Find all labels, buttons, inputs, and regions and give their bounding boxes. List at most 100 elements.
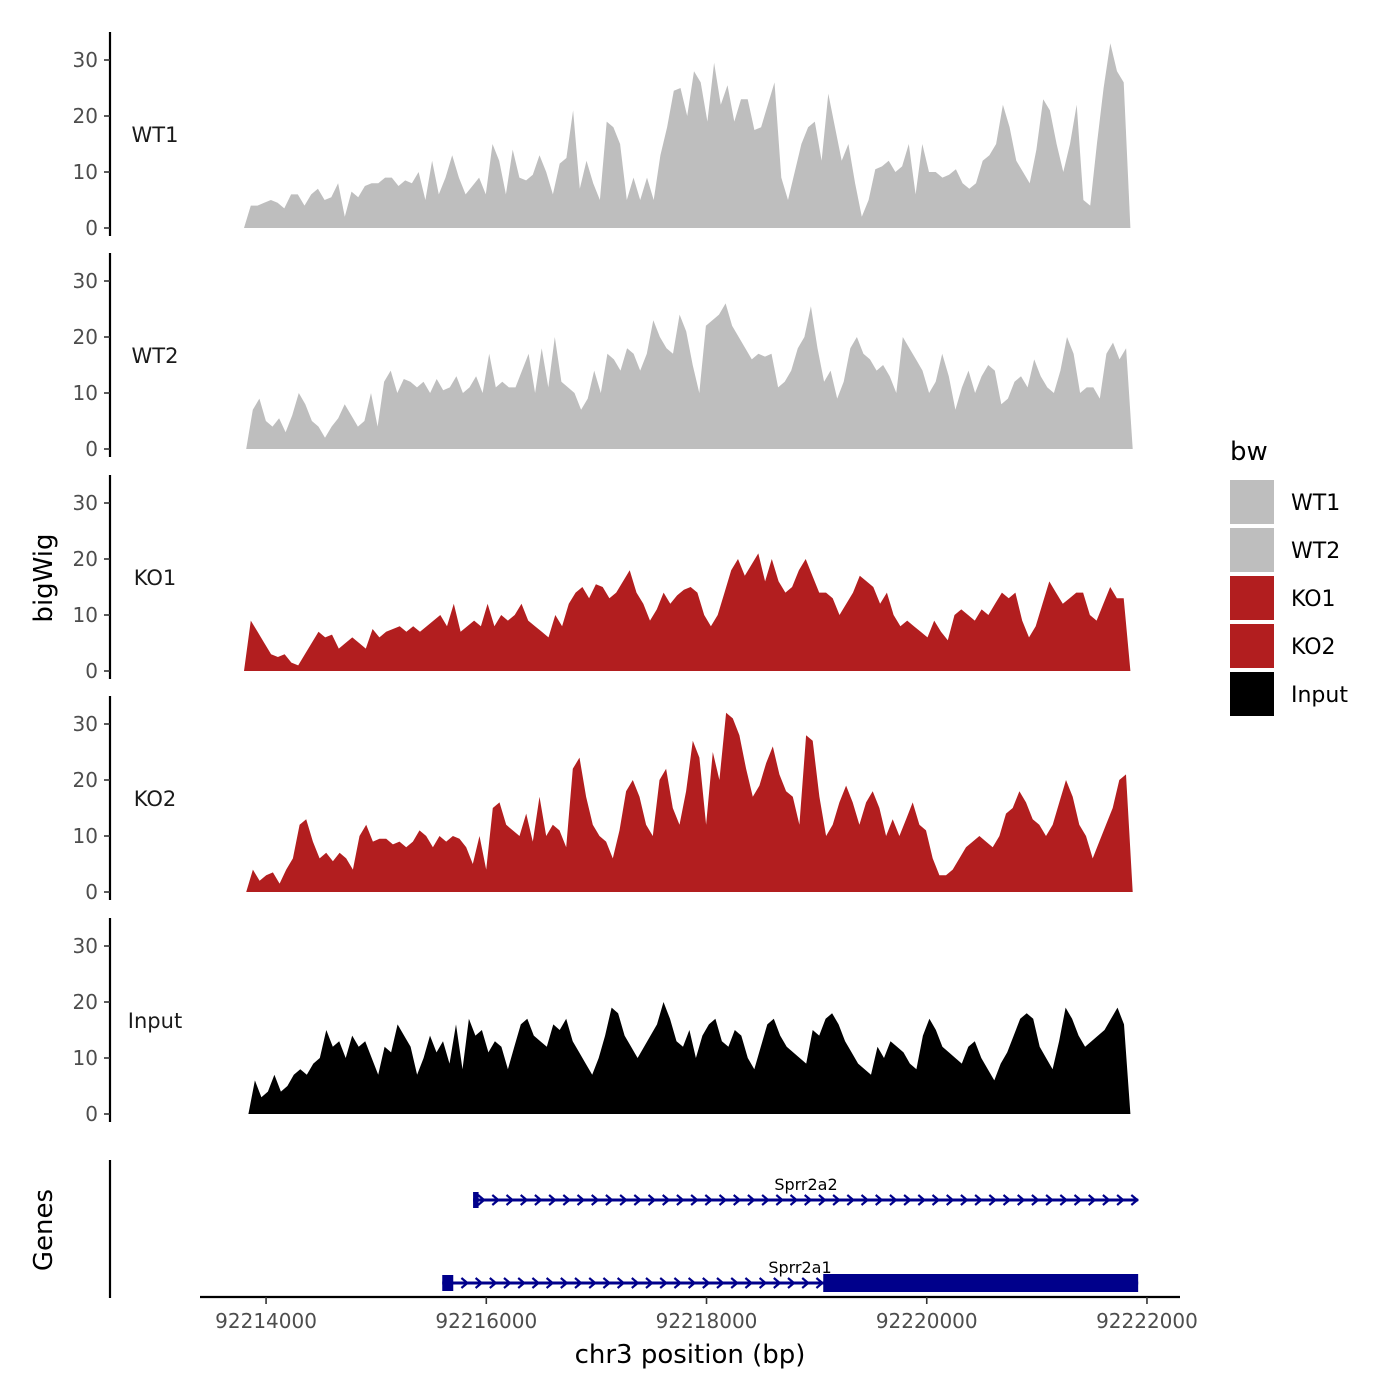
- legend-label-ko2: KO2: [1291, 635, 1336, 660]
- y-tick-label: 10: [73, 824, 98, 848]
- strand-chevron: [1130, 1194, 1140, 1206]
- genes-layer: Sprr2a2 Sprr2a1: [108, 1160, 1140, 1298]
- track-label-ko2: KO2: [134, 787, 177, 811]
- legend-label-wt1: WT1: [1291, 491, 1340, 516]
- y-tick-label: 10: [73, 381, 98, 405]
- legend-swatch-wt1: [1230, 480, 1274, 524]
- strand-chevron: [619, 1194, 628, 1206]
- strand-chevron: [474, 1277, 484, 1289]
- legend-label-input: Input: [1291, 683, 1348, 708]
- strand-chevron: [832, 1194, 841, 1206]
- track-label-wt1: WT1: [132, 123, 179, 147]
- strand-chevron: [773, 1277, 782, 1289]
- strand-chevron: [491, 1194, 501, 1206]
- y-tick-label: 10: [73, 1046, 98, 1070]
- y-tick-label: 0: [85, 880, 98, 904]
- y-tick-label: 20: [73, 990, 98, 1014]
- legend-swatch-wt2: [1230, 528, 1274, 572]
- strand-chevron: [931, 1194, 941, 1206]
- y-tick-label: 0: [85, 437, 98, 461]
- y-tick-label: 10: [73, 603, 98, 627]
- legend: bw WT1 WT2 KO1 KO2 Input: [1230, 437, 1348, 716]
- strand-chevron: [917, 1194, 927, 1206]
- track-label-wt2: WT2: [132, 344, 179, 368]
- y-tick-label: 30: [73, 934, 98, 958]
- strand-chevron: [758, 1277, 768, 1289]
- gene-exon: [823, 1274, 1139, 1292]
- strand-chevron: [960, 1194, 969, 1206]
- track-area-ko1: [244, 553, 1131, 671]
- strand-chevron: [560, 1277, 569, 1289]
- y-tick-label: 20: [73, 104, 98, 128]
- strand-chevron: [616, 1277, 626, 1289]
- strand-chevron: [631, 1277, 640, 1289]
- strand-chevron: [545, 1277, 555, 1289]
- track-panel-wt1: 0 10 20 30 WT1: [73, 32, 1131, 240]
- strand-chevron: [775, 1194, 785, 1206]
- tracks-layer: 0 10 20 30 WT1 0 10 20 30 WT2 0 10 20 30 KO1 0 10 20 30 KO2…: [73, 32, 1133, 1126]
- y-tick-label: 30: [73, 712, 98, 736]
- strand-chevron: [846, 1194, 856, 1206]
- strand-chevron: [645, 1277, 654, 1289]
- strand-chevron: [503, 1277, 512, 1289]
- strand-chevron: [801, 1277, 810, 1289]
- legend-title: bw: [1230, 437, 1268, 467]
- strand-chevron: [744, 1277, 754, 1289]
- strand-chevron: [602, 1277, 612, 1289]
- strand-chevron: [732, 1194, 742, 1206]
- track-area-wt2: [246, 303, 1133, 449]
- y-tick-label: 30: [73, 491, 98, 515]
- strand-chevron: [1073, 1194, 1083, 1206]
- strand-chevron: [718, 1194, 728, 1206]
- strand-chevron: [974, 1194, 983, 1206]
- y-tick-label: 0: [85, 659, 98, 683]
- genes-axis-title: Genes: [29, 1189, 59, 1271]
- track-panel-ko1: 0 10 20 30 KO1: [73, 475, 1131, 683]
- x-axis: 92214000 92216000 92218000 92220000 92222000: [200, 1295, 1198, 1333]
- strand-chevron: [659, 1277, 668, 1289]
- gene-label: Sprr2a1: [768, 1258, 831, 1277]
- strand-chevron: [676, 1194, 685, 1206]
- y-tick-label: 20: [73, 768, 98, 792]
- legend-label-wt2: WT2: [1291, 539, 1340, 564]
- strand-chevron: [1087, 1194, 1097, 1206]
- strand-chevron: [661, 1194, 671, 1206]
- y-tick-label: 0: [85, 1102, 98, 1126]
- track-area-ko2: [246, 712, 1133, 892]
- strand-chevron: [576, 1194, 586, 1206]
- strand-chevron: [815, 1277, 825, 1289]
- strand-chevron: [803, 1194, 813, 1206]
- gene-label: Sprr2a2: [774, 1175, 837, 1194]
- strand-chevron: [730, 1277, 739, 1289]
- legend-swatch-ko1: [1230, 576, 1274, 620]
- strand-chevron: [1045, 1194, 1054, 1206]
- y-tick-label: 10: [73, 160, 98, 184]
- strand-chevron: [505, 1194, 515, 1206]
- track-label-input: Input: [128, 1009, 182, 1033]
- strand-chevron: [477, 1194, 486, 1206]
- legend-swatch-input: [1230, 672, 1274, 716]
- track-area-wt1: [244, 43, 1131, 229]
- y-tick-label: 20: [73, 547, 98, 571]
- strand-chevron: [673, 1277, 683, 1289]
- x-tick-label: 92222000: [1096, 1309, 1198, 1333]
- gene-sprr2a2: Sprr2a2: [473, 1175, 1140, 1208]
- strand-chevron: [562, 1194, 572, 1206]
- y-tick-label: 30: [73, 269, 98, 293]
- strand-chevron: [687, 1277, 697, 1289]
- strand-chevron: [690, 1194, 699, 1206]
- strand-chevron: [1002, 1194, 1012, 1206]
- strand-chevron: [702, 1277, 711, 1289]
- y-axis-title: bigWig: [29, 533, 59, 622]
- strand-chevron: [789, 1194, 799, 1206]
- strand-chevron: [761, 1194, 770, 1206]
- strand-chevron: [517, 1277, 526, 1289]
- x-tick-label: 92216000: [435, 1309, 537, 1333]
- track-area-input: [248, 1002, 1131, 1114]
- strand-chevron: [460, 1277, 470, 1289]
- x-tick-label: 92218000: [656, 1309, 758, 1333]
- strand-chevron: [889, 1194, 898, 1206]
- track-panel-wt2: 0 10 20 30 WT2: [73, 253, 1133, 461]
- strand-chevron: [747, 1194, 756, 1206]
